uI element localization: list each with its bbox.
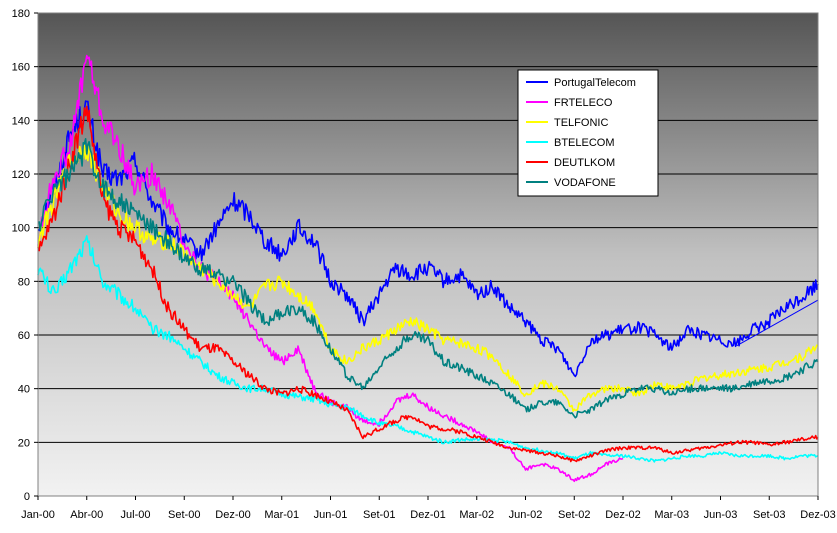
y-tick-label: 160	[12, 62, 30, 74]
series-lines	[37, 54, 819, 483]
y-tick-label: 120	[12, 169, 30, 181]
x-axis: Jan-00 Abr-00 Jul-00 Set-00 Dez-00 Mar-01 Jun-…	[21, 496, 836, 521]
series-line-deutlkom	[37, 105, 819, 463]
series-line-btelecom	[37, 235, 819, 463]
y-axis: 0 20 40 60 80 100 120 140 160 180	[12, 8, 38, 503]
y-tick-label: 180	[12, 8, 30, 20]
x-tick-label: Mar-02	[459, 509, 494, 521]
series-line-telfonic	[37, 144, 819, 412]
x-tick-label: Mar-01	[264, 509, 299, 521]
x-tick-label: Set-02	[558, 509, 590, 521]
legend-label: TELFONIC	[554, 117, 608, 129]
x-tick-label: Mar-03	[654, 509, 689, 521]
legend-label: VODAFONE	[554, 177, 616, 189]
y-tick-label: 140	[12, 115, 30, 127]
x-tick-label: Jun-03	[704, 509, 738, 521]
x-tick-label: Dez-00	[215, 509, 250, 521]
trendline	[736, 299, 819, 347]
y-tick-label: 0	[24, 491, 30, 503]
legend-label: FRTELECO	[554, 97, 613, 109]
x-tick-label: Dez-01	[410, 509, 445, 521]
y-tick-label: 60	[18, 330, 30, 342]
y-tick-label: 20	[18, 437, 30, 449]
y-tick-label: 80	[18, 276, 30, 288]
x-tick-label: Dez-03	[800, 509, 835, 521]
legend-label: BTELECOM	[554, 137, 615, 149]
y-tick-label: 100	[12, 223, 30, 235]
y-tick-label: 40	[18, 384, 30, 396]
legend-label: PortugalTelecom	[554, 77, 636, 89]
x-tick-label: Set-01	[363, 509, 395, 521]
x-tick-label: Dez-02	[605, 509, 640, 521]
x-tick-label: Jul-00	[121, 509, 151, 521]
x-tick-label: Jun-01	[314, 509, 348, 521]
x-tick-label: Set-03	[753, 509, 785, 521]
series-line-vodafone	[37, 138, 819, 419]
x-tick-label: Jun-02	[509, 509, 543, 521]
x-tick-label: Jan-00	[21, 509, 55, 521]
series-line-portugaltelecom	[37, 100, 819, 378]
legend-box	[517, 69, 659, 197]
plot-area	[38, 13, 818, 496]
x-tick-label: Set-00	[168, 509, 200, 521]
legend: PortugalTelecom FRTELECO TELFONIC BTELECOM D…	[517, 69, 659, 197]
x-tick-label: Abr-00	[70, 509, 103, 521]
legend-label: DEUTLKOM	[554, 157, 615, 169]
